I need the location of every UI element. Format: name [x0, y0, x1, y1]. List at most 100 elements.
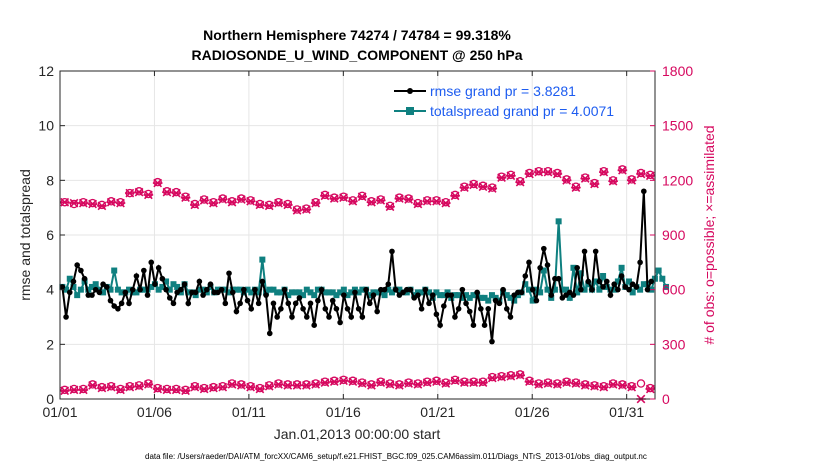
- assimilated_low-marker: [524, 377, 535, 387]
- y-tick-label: 4: [46, 282, 54, 298]
- possible-marker: [339, 192, 348, 201]
- rmse-point: [81, 275, 88, 282]
- possible_low-marker: [367, 380, 376, 389]
- rmse-point: [537, 265, 543, 271]
- possible-marker: [580, 173, 590, 182]
- possible-marker: [88, 198, 97, 208]
- rmse-point: [155, 265, 162, 271]
- totalspread-point: [437, 292, 444, 299]
- rmse-point: [337, 319, 343, 326]
- assimilated_low-marker: [357, 379, 367, 388]
- possible-marker: [283, 199, 293, 209]
- y-tick-label: 2: [46, 336, 54, 352]
- rmse-point: [229, 289, 236, 296]
- possible-marker: [348, 196, 358, 205]
- rmse-point: [485, 306, 492, 312]
- possible-marker: [227, 197, 237, 206]
- totalspread-point: [233, 286, 240, 293]
- rmse-point: [118, 300, 125, 307]
- assimilated_low-marker: [403, 379, 414, 388]
- rmse-point: [226, 270, 232, 277]
- rmse-point: [344, 306, 351, 312]
- rmse-point: [518, 289, 525, 296]
- possible_low-marker: [79, 384, 88, 394]
- rmse-point: [196, 278, 203, 285]
- assimilated-marker: [413, 199, 423, 209]
- totalspread-point: [140, 286, 147, 293]
- totalspread-point: [485, 297, 492, 304]
- totalspread-point: [655, 267, 662, 274]
- totalspread-point: [507, 294, 514, 301]
- assimilated_low-marker: [413, 380, 423, 389]
- totalspread-point: [274, 289, 281, 296]
- assimilated-marker: [626, 175, 637, 185]
- rmse-point: [596, 278, 603, 285]
- assimilated-marker: [543, 167, 553, 177]
- assimilated-marker: [459, 183, 470, 192]
- x-tick-label: 01/01: [42, 404, 77, 420]
- totalspread-point: [533, 286, 540, 293]
- rmse-line: [61, 191, 653, 342]
- totalspread-point: [426, 289, 433, 296]
- totalspread-point: [563, 286, 570, 293]
- rmse-point: [352, 289, 358, 296]
- totalspread-point: [70, 283, 77, 290]
- rmse-point: [489, 338, 495, 345]
- possible-marker: [608, 176, 618, 185]
- rmse-point: [422, 286, 429, 293]
- totalspread-point: [326, 289, 333, 296]
- possible-marker: [172, 187, 181, 197]
- totalspread-point: [614, 278, 621, 285]
- totalspread-point: [581, 286, 588, 293]
- totalspread-point: [92, 281, 99, 288]
- rmse-point: [263, 292, 269, 298]
- rmse-point: [437, 322, 443, 329]
- possible_low-marker: [330, 376, 339, 386]
- assimilated-marker: [450, 191, 460, 201]
- rmse-point: [585, 278, 592, 285]
- totalspread-point: [466, 294, 473, 301]
- possible-marker: [144, 189, 153, 199]
- totalspread-point: [503, 292, 510, 299]
- rmse-point: [185, 300, 192, 307]
- assimilated_low-marker: [543, 379, 553, 388]
- assimilated_low-marker: [450, 376, 460, 386]
- rmse-point: [318, 286, 325, 293]
- totalspread-point: [529, 297, 536, 304]
- totalspread-point: [566, 294, 573, 301]
- assimilated_low-marker: [171, 385, 182, 395]
- rmse-point: [170, 300, 177, 307]
- assimilated-marker: [422, 196, 433, 206]
- rmse-point: [96, 289, 103, 296]
- possible_low-marker: [432, 376, 441, 386]
- rmse-point: [392, 286, 399, 293]
- totalspread-point: [440, 292, 447, 299]
- possible_low-marker: [88, 380, 97, 389]
- possible-marker: [97, 200, 107, 210]
- possible-marker: [106, 197, 116, 206]
- totalspread-point: [126, 286, 133, 293]
- obs-count-series: [59, 165, 656, 404]
- possible_low-marker: [60, 385, 69, 395]
- totalspread-point: [170, 281, 177, 288]
- assimilated-marker: [310, 198, 321, 208]
- totalspread-point: [385, 286, 392, 293]
- possible_low-marker: [478, 377, 488, 386]
- possible-marker: [330, 193, 339, 202]
- y-tick-label: 0: [46, 391, 54, 407]
- totalspread-point: [481, 294, 488, 301]
- rmse-point: [129, 286, 136, 293]
- rmse-point: [448, 292, 455, 298]
- assimilated_low-marker: [97, 383, 107, 393]
- x-axis-label: Jan.01,2013 00:00:00 start: [274, 426, 441, 442]
- assimilated_low-marker: [292, 380, 302, 390]
- assimilated_low-marker: [422, 378, 433, 387]
- possible-marker: [422, 196, 432, 205]
- rmse-point: [200, 292, 206, 298]
- rmse-point: [148, 259, 155, 266]
- y-axis-label: rmse and totalspread: [17, 169, 33, 301]
- rmse-point: [541, 245, 547, 252]
- possible_low-marker: [162, 384, 172, 394]
- possible_low-marker: [506, 371, 516, 380]
- possible_low-marker: [302, 380, 311, 389]
